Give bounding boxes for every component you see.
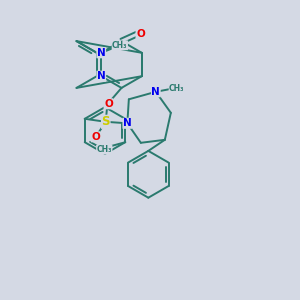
Text: CH₃: CH₃ bbox=[169, 84, 184, 93]
Text: N: N bbox=[97, 71, 106, 81]
Text: N: N bbox=[123, 118, 132, 128]
Text: O: O bbox=[136, 28, 145, 39]
Text: O: O bbox=[91, 132, 100, 142]
Text: S: S bbox=[101, 115, 110, 128]
Text: N: N bbox=[97, 48, 106, 58]
Text: N: N bbox=[152, 87, 160, 97]
Text: O: O bbox=[104, 99, 113, 109]
Text: CH₃: CH₃ bbox=[112, 41, 128, 50]
Text: CH₃: CH₃ bbox=[97, 145, 112, 154]
